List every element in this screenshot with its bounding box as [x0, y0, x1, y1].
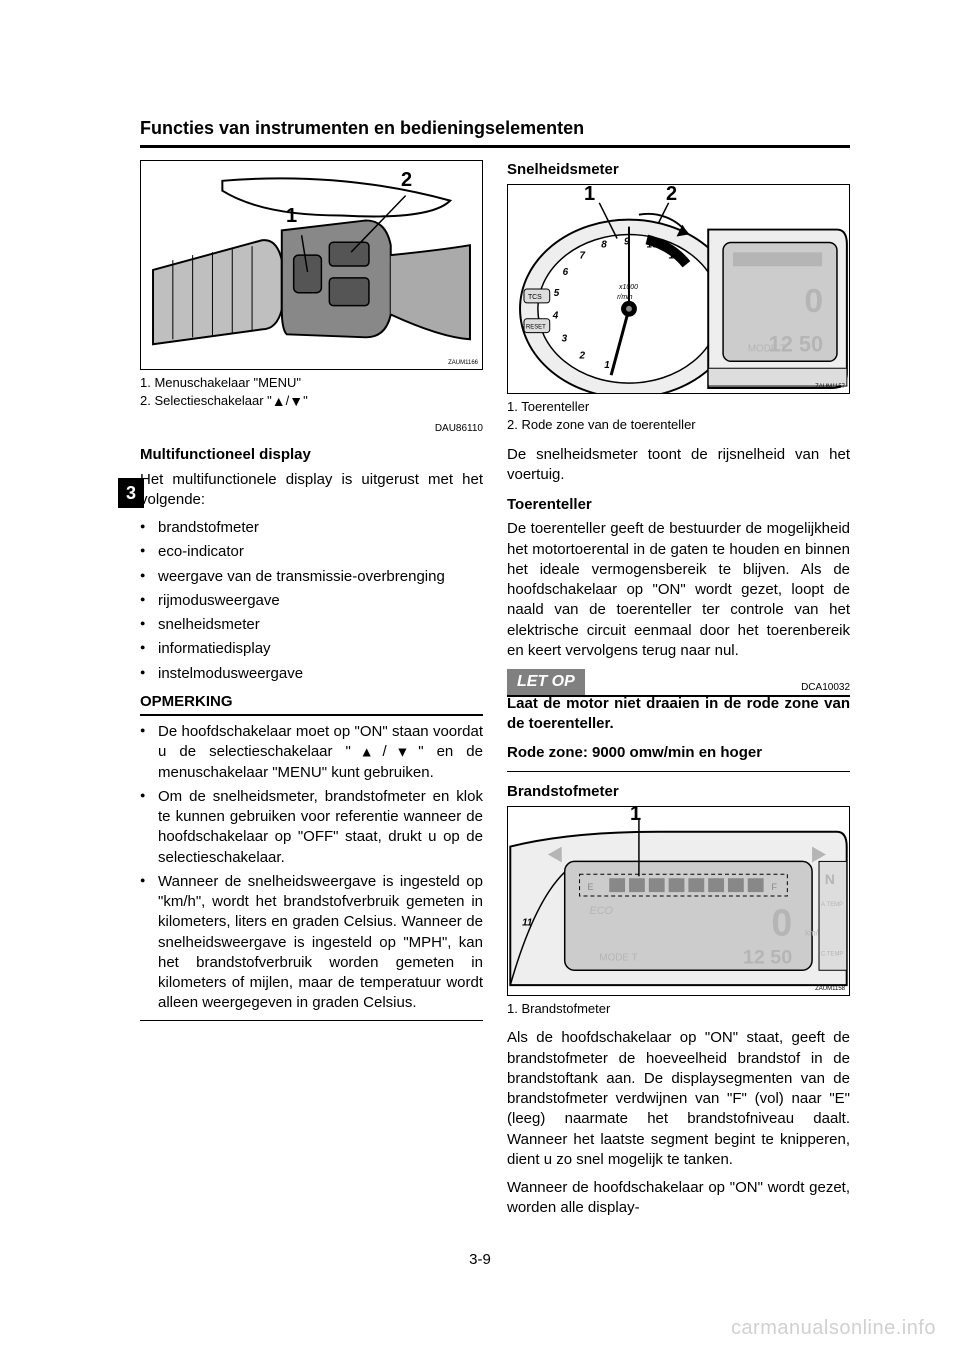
figure-fuel-gauge: E F ECO 0 km/h MODE T 12 50 N A.TEMP C.T… [507, 806, 850, 996]
down-icon: ▼ [289, 393, 303, 409]
section-tab-number: 3 [126, 483, 136, 504]
svg-text:7: 7 [579, 251, 585, 262]
callout-2: 2 [401, 167, 412, 194]
section-tab: 3 [118, 478, 144, 508]
svg-text:TCS: TCS [528, 294, 542, 301]
subheading-multifunction: Multifunctioneel display [140, 445, 483, 465]
paragraph: Als de hoofdschakelaar op "ON" staat, ge… [507, 1028, 850, 1170]
svg-text:r/min: r/min [617, 294, 633, 301]
svg-text:12 50: 12 50 [743, 947, 792, 969]
list-item: brandstofmeter [140, 518, 483, 538]
note-list: De hoofdschakelaar moet op "ON" staan vo… [140, 722, 483, 1014]
subheading-speedometer: Snelheidsmeter [507, 160, 850, 180]
page-header: Functies van instrumenten en bedieningse… [140, 118, 850, 139]
svg-text:3: 3 [562, 334, 568, 345]
page-number: 3-9 [469, 1251, 491, 1268]
left-column: 1 2 ZAUM1166 1. Menuschakelaar "MENU" 2.… [140, 160, 483, 1227]
tachometer-illustration: 0 12 50 MODE T 1 2 3 4 5 6 7 8 [508, 185, 849, 393]
feature-list: brandstofmeter eco-indicator weergave va… [140, 518, 483, 684]
figure-code: ZAUM1158 [815, 985, 845, 993]
svg-text:2: 2 [578, 351, 585, 362]
list-item: weergave van de transmissie-overbrenging [140, 567, 483, 587]
caption-text: 2. Selectieschakelaar " [140, 393, 272, 408]
callout-1: 1 [286, 203, 297, 230]
figure-caption-list-3: 1. Brandstofmeter [507, 1000, 850, 1018]
svg-text:1: 1 [604, 360, 610, 371]
svg-text:MODE T: MODE T [748, 344, 786, 355]
subheading-fuelgauge: Brandstofmeter [507, 782, 850, 802]
svg-text:RESET: RESET [526, 325, 546, 331]
figure-caption-list-2: 1. Toerenteller 2. Rode zone van de toer… [507, 398, 850, 434]
paragraph: Het multifunctionele display is uitgerus… [140, 470, 483, 511]
subheading-tachometer: Toerenteller [507, 495, 850, 515]
svg-text:11: 11 [522, 918, 532, 929]
callout-1: 1 [630, 801, 641, 828]
list-item: rijmodusweergave [140, 591, 483, 611]
caution-end-rule [507, 771, 850, 772]
paragraph: Wanneer de hoofdschakelaar op "ON" wordt… [507, 1178, 850, 1219]
figure-code: ZAUM1166 [448, 359, 478, 367]
up-icon: ▲ [272, 393, 286, 409]
svg-text:E: E [587, 882, 593, 892]
caution-text: Laat de motor niet draaien in de rode zo… [507, 694, 850, 735]
up-icon: ▲ [351, 744, 383, 760]
svg-text:C.TEMP: C.TEMP [821, 952, 843, 958]
svg-text:0: 0 [804, 283, 823, 320]
page-root: Functies van instrumenten en bedieningse… [0, 0, 960, 1358]
note-heading: OPMERKING [140, 692, 483, 716]
list-item: De hoofdschakelaar moet op "ON" staan vo… [140, 722, 483, 783]
right-column: Snelheidsmeter 0 12 50 MODE T [507, 160, 850, 1227]
header-title: Functies van instrumenten en bedieningse… [140, 118, 584, 139]
list-item: instelmodusweergave [140, 664, 483, 684]
header-underline [140, 145, 850, 148]
svg-text:5: 5 [554, 288, 560, 299]
list-item: Om de snelheidsmeter, brandstofmeter en … [140, 787, 483, 868]
note-end-rule [140, 1020, 483, 1021]
svg-text:N: N [825, 871, 835, 887]
ref-code: DAU86110 [140, 422, 483, 436]
svg-text:6: 6 [563, 267, 569, 278]
paragraph: De snelheidsmeter toont de rijsnelheid v… [507, 445, 850, 486]
paragraph: De toerenteller geeft de bestuurder de m… [507, 519, 850, 661]
svg-text:0: 0 [771, 902, 792, 944]
list-item: snelheidsmeter [140, 615, 483, 635]
caution-text-2: Rode zone: 9000 omw/min en hoger [507, 743, 850, 763]
figure-handlebar-switch: 1 2 ZAUM1166 [140, 160, 483, 370]
page-footer: 3-9 [0, 1251, 960, 1268]
figure-code: ZAUM1157 [815, 383, 845, 391]
callout-2: 2 [666, 181, 677, 208]
list-item: Wanneer de snelheidsweergave is ingestel… [140, 872, 483, 1014]
svg-text:ECO: ECO [589, 905, 613, 917]
list-item: eco-indicator [140, 542, 483, 562]
caption-line: 2. Rode zone van de toerenteller [507, 416, 850, 434]
watermark: carmanualsonline.info [731, 1317, 936, 1340]
down-icon: ▼ [387, 744, 419, 760]
caption-line: 1. Menuschakelaar "MENU" [140, 374, 483, 392]
callout-1: 1 [584, 181, 595, 208]
figure-tachometer: 0 12 50 MODE T 1 2 3 4 5 6 7 8 [507, 184, 850, 394]
handlebar-switch-illustration [141, 161, 482, 369]
caption-line: 1. Brandstofmeter [507, 1000, 850, 1018]
caution-heading: LET OP [507, 669, 585, 695]
caption-text: " [303, 393, 308, 408]
content-columns: 1 2 ZAUM1166 1. Menuschakelaar "MENU" 2.… [140, 160, 850, 1227]
svg-text:8: 8 [601, 240, 607, 251]
caption-line: 2. Selectieschakelaar "▲/▼" [140, 392, 483, 412]
svg-text:A.TEMP: A.TEMP [821, 902, 843, 908]
svg-text:MODE T: MODE T [599, 953, 637, 964]
svg-text:F: F [772, 882, 778, 892]
caption-line: 1. Toerenteller [507, 398, 850, 416]
list-item: informatiedisplay [140, 639, 483, 659]
figure-caption-list-1: 1. Menuschakelaar "MENU" 2. Selectiescha… [140, 374, 483, 412]
svg-text:4: 4 [552, 311, 559, 322]
fuel-gauge-illustration: E F ECO 0 km/h MODE T 12 50 N A.TEMP C.T… [508, 807, 849, 995]
